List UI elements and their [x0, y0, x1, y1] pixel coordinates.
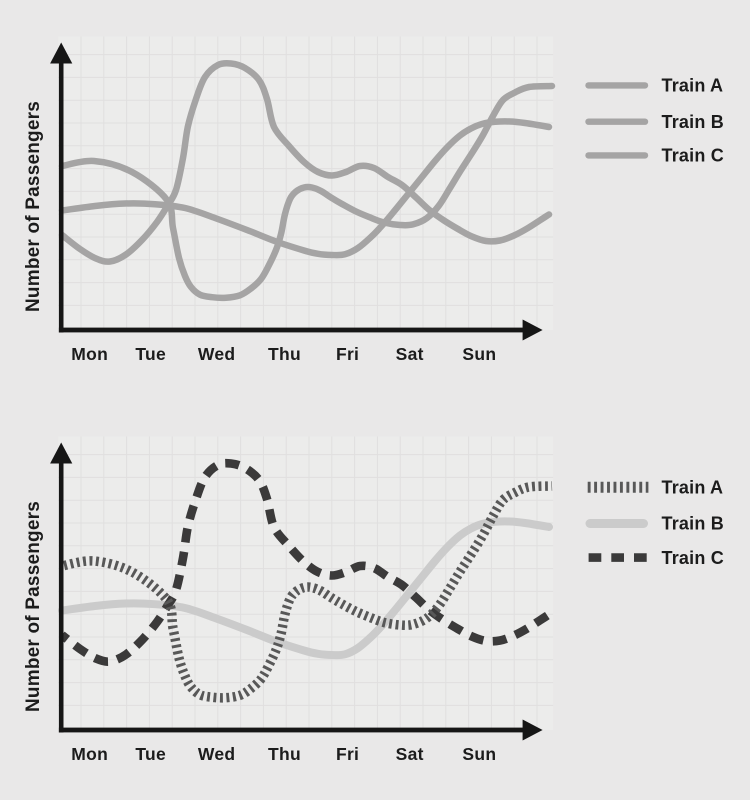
- svg-text:Sun: Sun: [462, 744, 496, 764]
- svg-text:Number of Passengers: Number of Passengers: [23, 501, 44, 712]
- svg-text:Train A: Train A: [662, 76, 724, 96]
- svg-text:Mon: Mon: [71, 344, 108, 364]
- svg-text:Tue: Tue: [135, 744, 166, 764]
- svg-text:Thu: Thu: [268, 744, 301, 764]
- svg-text:Tue: Tue: [135, 344, 166, 364]
- svg-text:Wed: Wed: [198, 744, 236, 764]
- svg-text:Train C: Train C: [662, 146, 724, 166]
- svg-text:Mon: Mon: [71, 744, 108, 764]
- svg-text:Fri: Fri: [336, 344, 359, 364]
- svg-text:Number of Passengers: Number of Passengers: [23, 101, 44, 312]
- svg-text:Train B: Train B: [662, 112, 724, 132]
- svg-text:Sat: Sat: [396, 744, 424, 764]
- svg-text:Wed: Wed: [198, 344, 236, 364]
- svg-text:Train A: Train A: [662, 477, 724, 497]
- svg-text:Fri: Fri: [336, 744, 359, 764]
- svg-text:Sun: Sun: [462, 344, 496, 364]
- svg-text:Thu: Thu: [268, 344, 301, 364]
- svg-text:Train B: Train B: [662, 514, 724, 534]
- svg-text:Train C: Train C: [662, 548, 724, 568]
- svg-text:Sat: Sat: [396, 344, 424, 364]
